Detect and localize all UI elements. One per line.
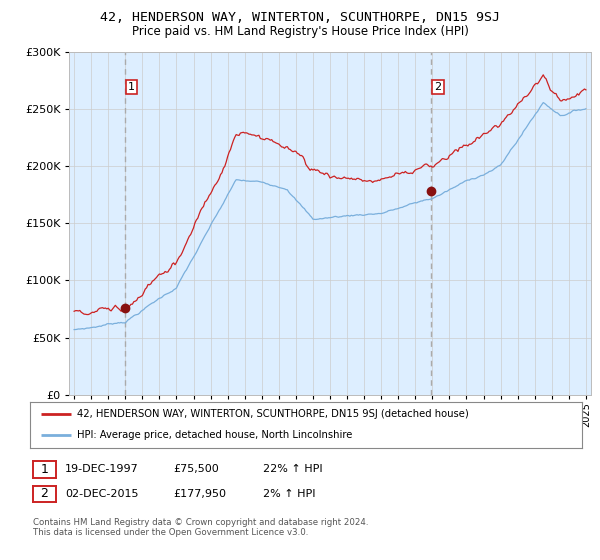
Text: 2% ↑ HPI: 2% ↑ HPI bbox=[263, 489, 316, 499]
Text: 02-DEC-2015: 02-DEC-2015 bbox=[65, 489, 139, 499]
Text: 42, HENDERSON WAY, WINTERTON, SCUNTHORPE, DN15 9SJ (detached house): 42, HENDERSON WAY, WINTERTON, SCUNTHORPE… bbox=[77, 409, 469, 419]
Text: HPI: Average price, detached house, North Lincolnshire: HPI: Average price, detached house, Nort… bbox=[77, 431, 352, 441]
Text: Contains HM Land Registry data © Crown copyright and database right 2024.
This d: Contains HM Land Registry data © Crown c… bbox=[33, 518, 368, 538]
Text: 2: 2 bbox=[434, 82, 442, 92]
Text: 42, HENDERSON WAY, WINTERTON, SCUNTHORPE, DN15 9SJ: 42, HENDERSON WAY, WINTERTON, SCUNTHORPE… bbox=[100, 11, 500, 24]
Text: 19-DEC-1997: 19-DEC-1997 bbox=[65, 464, 139, 474]
Text: 1: 1 bbox=[128, 82, 135, 92]
Text: 22% ↑ HPI: 22% ↑ HPI bbox=[263, 464, 322, 474]
Text: £177,950: £177,950 bbox=[173, 489, 226, 499]
Text: Price paid vs. HM Land Registry's House Price Index (HPI): Price paid vs. HM Land Registry's House … bbox=[131, 25, 469, 38]
Text: 1: 1 bbox=[40, 463, 49, 476]
Text: 2: 2 bbox=[40, 487, 49, 501]
Text: £75,500: £75,500 bbox=[173, 464, 218, 474]
